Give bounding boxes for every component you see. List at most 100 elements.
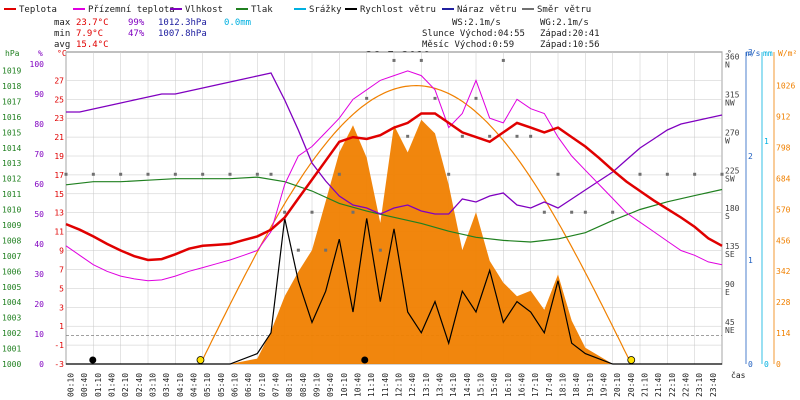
x-tick-label: 19:40 (600, 373, 609, 397)
x-tick-label: 02:40 (135, 373, 144, 397)
x-tick-label: 15:40 (490, 373, 499, 397)
x-tick-label: 09:40 (326, 373, 335, 397)
x-tick-label: 15:10 (477, 373, 486, 397)
wind-direction-point (433, 96, 437, 100)
legend-label: Tlak (251, 5, 273, 15)
stat-min-press: 1007.8hPa (158, 29, 207, 39)
sun-wind-info: WS:2.1m/s WG:2.1m/s Slunce Východ:04:55 … (422, 18, 600, 50)
pressure-tick-label: 1005 (2, 283, 21, 292)
wind-direction-point (296, 248, 300, 252)
x-tick-label: 05:40 (217, 373, 226, 397)
temperature-tick-label: 23 (54, 114, 64, 123)
pressure-tick-label: 1009 (2, 221, 21, 230)
pressure-line (65, 176, 723, 243)
x-tick-label: 08:10 (285, 373, 294, 397)
sunset-info: Západ:20:41 (540, 29, 600, 39)
x-tick-label: 20:10 (613, 373, 622, 397)
sunset-marker (627, 356, 636, 364)
humidity-tick-label: 90 (34, 90, 44, 99)
wind-direction-point (255, 172, 259, 176)
temperature-tick-label: 25 (54, 95, 64, 104)
rain-tick-label: 0 (764, 360, 769, 369)
x-tick-label: 00:10 (67, 373, 76, 397)
humidity-tick-label: 40 (34, 240, 44, 249)
pressure-tick-label: 1002 (2, 329, 21, 338)
wind-direction-point (515, 134, 519, 138)
x-tick-label: 17:40 (545, 373, 554, 397)
x-tick-label: 04:40 (190, 373, 199, 397)
axes: 1000100110021003100410051006100710081009… (2, 48, 795, 397)
solar-tick-label: 228 (776, 298, 791, 307)
stat-max-label: max (54, 18, 71, 28)
moonset-marker (361, 356, 369, 364)
stat-min-hum: 47% (128, 29, 145, 39)
rain-tick-label: 1 (764, 137, 769, 146)
unit-time: čas (731, 370, 746, 380)
wind-direction-point (720, 172, 724, 176)
temperature-tick-label: 7 (59, 265, 64, 274)
pressure-tick-label: 1011 (2, 190, 21, 199)
solar-tick-label: 684 (776, 174, 791, 183)
wind-dir-tick-label: 315 (725, 90, 740, 99)
moonset-info: Západ:10:56 (540, 40, 600, 50)
x-tick-label: 06:10 (231, 373, 240, 397)
solar-tick-label: 1026 (776, 82, 795, 91)
humidity-tick-label: 10 (34, 330, 44, 339)
x-tick-label: 23:40 (709, 373, 718, 397)
x-tick-label: 16:10 (504, 373, 513, 397)
x-tick-label: 18:10 (559, 373, 568, 397)
wind-dir-tick-label: 135 (725, 242, 740, 251)
wind-dir-tick-label: N (725, 60, 730, 69)
pressure-tick-label: 1000 (2, 360, 21, 369)
x-tick-label: 12:10 (395, 373, 404, 397)
wind-dir-tick-label: 225 (725, 166, 740, 175)
pressure-tick-label: 1012 (2, 175, 21, 184)
solar-tick-label: 798 (776, 143, 791, 152)
x-tick-label: 07:10 (258, 373, 267, 397)
wind-dir-tick-label: 360 (725, 52, 740, 61)
wind-direction-point (146, 172, 150, 176)
wind-direction-point (351, 210, 355, 214)
x-tick-label: 07:40 (272, 373, 281, 397)
x-tick-label: 14:10 (449, 373, 458, 397)
wind-dir-tick-label: S (725, 212, 730, 221)
wind-dir-tick-label: NW (725, 98, 735, 107)
x-tick-label: 06:40 (244, 373, 253, 397)
x-tick-label: 03:10 (149, 373, 158, 397)
wind-direction-point (638, 172, 642, 176)
legend-label: Srážky (309, 5, 342, 15)
pressure-tick-label: 1001 (2, 345, 21, 354)
pressure-tick-label: 1019 (2, 67, 21, 76)
wind-direction-point (488, 134, 492, 138)
temperature-tick-label: -1 (54, 341, 64, 350)
wind-direction-point (419, 58, 423, 62)
wind-direction-point (529, 134, 533, 138)
wind-speed-tick-label: 0 (748, 360, 753, 369)
x-tick-label: 05:10 (203, 373, 212, 397)
unit-degc: °C (57, 49, 67, 58)
temperature-line (65, 112, 723, 262)
temperature-tick-label: 13 (54, 209, 64, 218)
wind-direction-point (310, 210, 314, 214)
solar-tick-label: 0 (776, 360, 781, 369)
temperature-tick-label: 9 (59, 247, 64, 256)
wind-speed-line (66, 218, 722, 365)
unit-ms: m/s (746, 49, 761, 58)
wind-direction-point (556, 172, 560, 176)
wind-direction-point (406, 134, 410, 138)
x-tick-label: 13:40 (436, 373, 445, 397)
stat-min-temp: 7.9°C (76, 29, 103, 39)
x-tick-label: 01:10 (94, 373, 103, 397)
wind-dir-tick-label: 180 (725, 204, 740, 213)
humidity-line (66, 72, 723, 215)
temperature-tick-label: 3 (59, 303, 64, 312)
solar-tick-label: 114 (776, 329, 791, 338)
temperature-tick-label: 11 (54, 228, 64, 237)
x-tick-label: 11:10 (367, 373, 376, 397)
legend: Teplota Přízemní teplota Vlhkost Tlak Srážky… (4, 5, 600, 50)
pressure-tick-label: 1016 (2, 113, 21, 122)
solar-area (66, 119, 722, 364)
sunrise-info: Slunce Východ:04:55 (422, 29, 525, 39)
x-tick-label: 21:10 (641, 373, 650, 397)
